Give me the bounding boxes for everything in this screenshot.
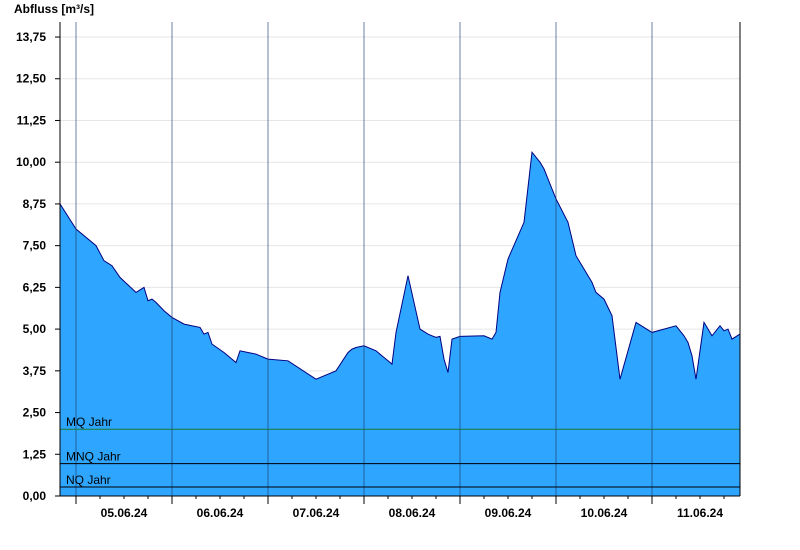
y-tick-label: 12,50 [16, 72, 46, 86]
x-tick-label: 05.06.24 [101, 506, 148, 520]
y-axis-ticks: 0,00 1,25 2,50 3,75 5,00 6,25 7,50 8,75 10,00 11,… [16, 30, 60, 503]
x-tick-label: 07.06.24 [293, 506, 340, 520]
x-tick-label: 11.06.24 [677, 506, 723, 520]
x-tick-label: 08.06.24 [389, 506, 436, 520]
x-tick-label: 10.06.24 [581, 506, 628, 520]
y-tick-label: 2,50 [23, 406, 47, 420]
x-tick-label: 09.06.24 [485, 506, 532, 520]
y-axis-label: Abfluss [m³/s] [14, 2, 94, 16]
x-axis-ticks: 05.06.24 06.06.24 07.06.24 08.06.24 09.06.24… [75, 496, 725, 520]
x-tick-label: 06.06.24 [197, 506, 244, 520]
y-tick-label: 0,00 [23, 489, 47, 503]
discharge-line [59, 150, 741, 380]
reference-lines: MQ Jahr MNQ Jahr NQ Jahr [60, 415, 740, 488]
reference-line-label: NQ Jahr [66, 473, 111, 487]
y-tick-label: 10,00 [16, 155, 46, 169]
y-tick-label: 13,75 [16, 30, 46, 44]
y-tick-label: 1,25 [23, 447, 47, 461]
y-tick-label: 5,00 [23, 322, 47, 336]
discharge-area [60, 152, 740, 496]
y-tick-label: 7,50 [23, 239, 47, 253]
plot-frame [59, 22, 741, 497]
y-tick-label: 6,25 [23, 280, 47, 294]
reference-line-label: MNQ Jahr [66, 450, 121, 464]
y-tick-label: 8,75 [23, 197, 47, 211]
y-tick-label: 3,75 [23, 364, 47, 378]
reference-line-label: MQ Jahr [66, 415, 112, 429]
y-tick-label: 11,25 [17, 113, 47, 127]
day-separator-lines [75, 22, 653, 496]
